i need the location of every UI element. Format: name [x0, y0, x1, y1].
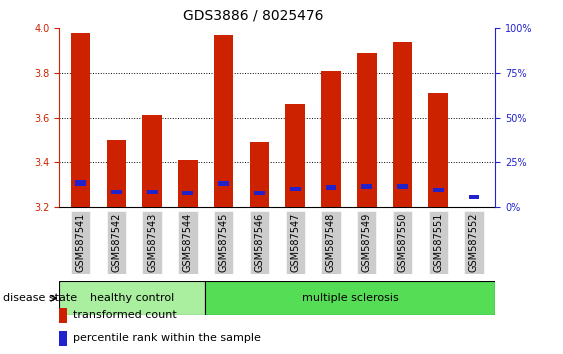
- Text: healthy control: healthy control: [90, 293, 174, 303]
- Bar: [59, 331, 67, 346]
- Text: GSM587551: GSM587551: [433, 213, 443, 272]
- Bar: [249, 142, 269, 207]
- Text: GSM587552: GSM587552: [469, 213, 479, 272]
- Bar: [106, 211, 126, 274]
- Text: GSM587545: GSM587545: [218, 213, 229, 272]
- Bar: [71, 211, 90, 274]
- Bar: [142, 115, 162, 207]
- Text: GSM587543: GSM587543: [147, 213, 157, 272]
- Text: GSM587541: GSM587541: [75, 213, 86, 272]
- Bar: [59, 281, 204, 315]
- Bar: [71, 33, 91, 207]
- Text: GSM587542: GSM587542: [111, 213, 122, 272]
- Bar: [111, 190, 122, 194]
- Text: multiple sclerosis: multiple sclerosis: [302, 293, 399, 303]
- Bar: [357, 211, 376, 274]
- Text: GSM587550: GSM587550: [397, 213, 408, 272]
- Bar: [290, 187, 301, 191]
- Bar: [321, 211, 341, 274]
- Text: GSM587546: GSM587546: [254, 213, 265, 272]
- Bar: [214, 35, 234, 207]
- Bar: [178, 160, 198, 207]
- Bar: [321, 71, 341, 207]
- Text: transformed count: transformed count: [73, 310, 177, 320]
- Bar: [250, 211, 269, 274]
- Bar: [393, 211, 412, 274]
- Bar: [59, 308, 67, 323]
- Bar: [468, 195, 479, 199]
- Bar: [254, 192, 265, 195]
- Bar: [142, 211, 162, 274]
- Text: GSM587547: GSM587547: [290, 213, 300, 272]
- Bar: [214, 211, 233, 274]
- Text: GSM587549: GSM587549: [361, 213, 372, 272]
- Bar: [218, 181, 229, 186]
- Bar: [397, 184, 408, 189]
- Bar: [392, 42, 412, 207]
- Bar: [428, 211, 448, 274]
- Bar: [178, 211, 198, 274]
- Text: GDS3886 / 8025476: GDS3886 / 8025476: [183, 9, 324, 23]
- Bar: [433, 188, 444, 192]
- Bar: [357, 53, 377, 207]
- Bar: [106, 140, 126, 207]
- Bar: [325, 185, 336, 190]
- Bar: [285, 211, 305, 274]
- Bar: [361, 184, 372, 189]
- Bar: [147, 190, 158, 194]
- Text: disease state: disease state: [3, 293, 77, 303]
- Text: percentile rank within the sample: percentile rank within the sample: [73, 333, 261, 343]
- Bar: [428, 93, 448, 207]
- Bar: [204, 281, 495, 315]
- Bar: [182, 190, 193, 195]
- Bar: [464, 211, 484, 274]
- Bar: [285, 104, 305, 207]
- Text: GSM587544: GSM587544: [183, 213, 193, 272]
- Text: GSM587548: GSM587548: [326, 213, 336, 272]
- Bar: [75, 180, 86, 186]
